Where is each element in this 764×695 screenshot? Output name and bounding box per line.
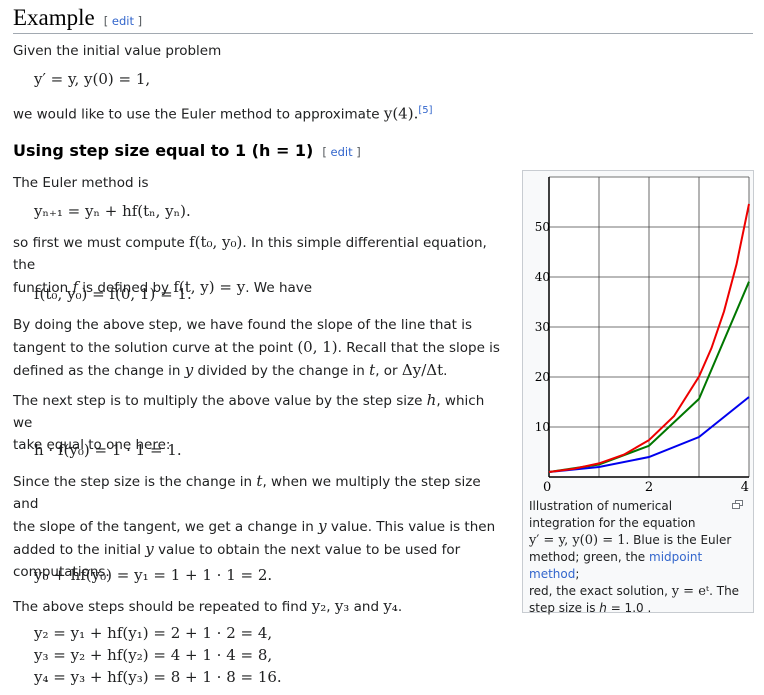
y-tick-label: 20 [535, 370, 550, 384]
intro-line1: Given the initial value problem [13, 43, 222, 59]
section-edit-link[interactable]: edit [111, 14, 134, 28]
subsection-edit-link[interactable]: edit [330, 145, 353, 159]
ivp-equation: y′ = y, y(0) = 1, [34, 70, 151, 88]
y1-equation: y₀ + hf(y₀) = y₁ = 1 + 1 · 1 = 2. [34, 566, 273, 584]
slope-equation: f(t₀, y₀) = f(0, 1) = 1. [34, 285, 192, 303]
series-line-0 [548, 396, 750, 473]
euler-formula: yₙ₊₁ = yₙ + hf(tₙ, yₙ). [34, 202, 191, 220]
reference-link[interactable]: [5] [418, 105, 433, 116]
step-product-equation: h · f(y₀) = 1 · 1 = 1. [34, 441, 182, 459]
euler-chart[interactable]: 10 20 30 40 50 0 2 4 [526, 174, 750, 492]
para-change: Since the step size is the change in t, … [13, 472, 496, 580]
para-stepsize: The next step is to multiply the above v… [13, 391, 485, 453]
para-euler: The Euler method is [13, 175, 149, 191]
y-tick-label: 50 [535, 220, 550, 234]
figure-caption: Illustration of numerical integration fo… [529, 499, 740, 615]
section-heading: Example [ edit ] [13, 5, 142, 31]
midpoint-method-link[interactable]: midpoint method [529, 550, 703, 581]
para-repeat: The above steps should be repeated to fi… [13, 597, 403, 615]
heading-divider [13, 33, 753, 34]
section-title: Example [13, 5, 95, 30]
series-line-2 [548, 203, 750, 473]
section-edit-link-wrap: [ edit ] [103, 14, 143, 28]
x-tick-label: 2 [645, 480, 653, 492]
subsection-heading: Using step size equal to 1 (h = 1) [ edit… [13, 141, 361, 160]
para-compute: so first we must compute f(t₀, y₀). In t… [13, 233, 487, 296]
y-tick-label: 40 [535, 270, 550, 284]
y-tick-label: 10 [535, 420, 550, 434]
y-tick-label: 30 [535, 320, 550, 334]
enlarge-icon[interactable] [732, 500, 743, 509]
para-slope: By doing the above step, we have found t… [13, 317, 500, 379]
y3-equation: y₃ = y₂ + hf(y₂) = 4 + 1 · 4 = 8, [34, 646, 273, 664]
y4-equation: y₄ = y₃ + hf(y₃) = 8 + 1 · 8 = 16. [34, 668, 282, 686]
subsection-title: Using step size equal to 1 (h = 1) [13, 141, 314, 160]
x-tick-label: 0 [543, 480, 551, 492]
y2-equation: y₂ = y₁ + hf(y₁) = 2 + 1 · 2 = 4, [34, 624, 273, 642]
intro-line2: we would like to use the Euler method to… [13, 104, 433, 123]
x-tick-label: 4 [741, 480, 749, 492]
subsection-edit-wrap: [ edit ] [322, 145, 361, 159]
figure-thumbnail: 10 20 30 40 50 0 2 4 [522, 170, 754, 613]
